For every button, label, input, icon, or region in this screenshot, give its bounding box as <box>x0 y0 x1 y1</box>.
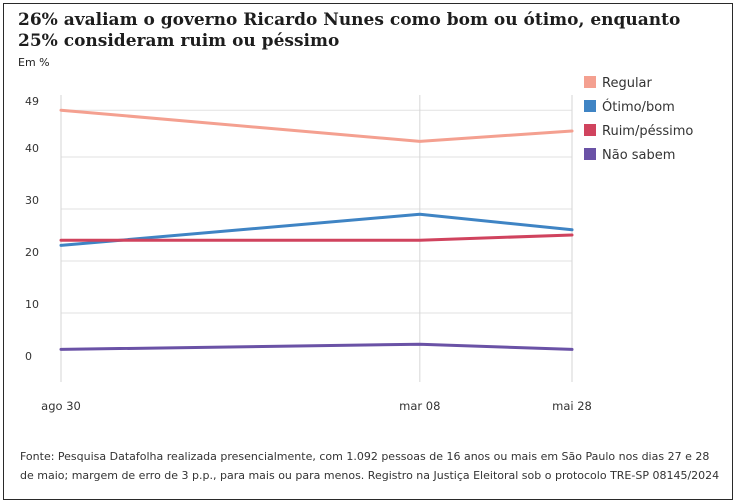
chart-title: 26% avaliam o governo Ricardo Nunes como… <box>18 10 681 51</box>
y-axis-ticks: 0 10 20 30 40 49 <box>25 95 39 363</box>
series-line-regular <box>59 108 574 143</box>
y-tick-label: 0 <box>25 350 32 363</box>
series-line-otimo-bom <box>59 212 574 247</box>
y-tick-label: 40 <box>25 142 39 155</box>
unit-label: Em % <box>18 56 50 69</box>
x-axis-ticks: ago 30 mar 08 mai 28 <box>41 399 592 413</box>
series-line-ruim-pessimo <box>59 233 574 242</box>
y-tick-label: 10 <box>25 298 39 311</box>
legend-swatch <box>584 124 596 136</box>
y-tick-label: 49 <box>25 95 39 108</box>
grid <box>60 95 573 382</box>
legend-label: Ruim/péssimo <box>602 124 693 139</box>
legend-label: Não sabem <box>602 148 675 163</box>
legend: Regular Ótimo/bom Ruim/péssimo Não sabem <box>584 76 693 163</box>
legend-swatch <box>584 148 596 160</box>
source-note: Fonte: Pesquisa Datafolha realizada pres… <box>20 450 720 482</box>
chart-frame <box>3 3 733 500</box>
x-tick-label: ago 30 <box>41 399 81 413</box>
legend-label: Ótimo/bom <box>602 99 675 115</box>
legend-swatch <box>584 76 596 88</box>
legend-swatch <box>584 100 596 112</box>
y-tick-label: 20 <box>25 246 39 259</box>
series-lines <box>59 108 574 351</box>
x-tick-label: mar 08 <box>399 399 440 413</box>
x-tick-label: mai 28 <box>552 399 592 413</box>
y-tick-label: 30 <box>25 194 39 207</box>
series-line-nao-sabem <box>59 342 574 351</box>
legend-label: Regular <box>602 76 653 91</box>
